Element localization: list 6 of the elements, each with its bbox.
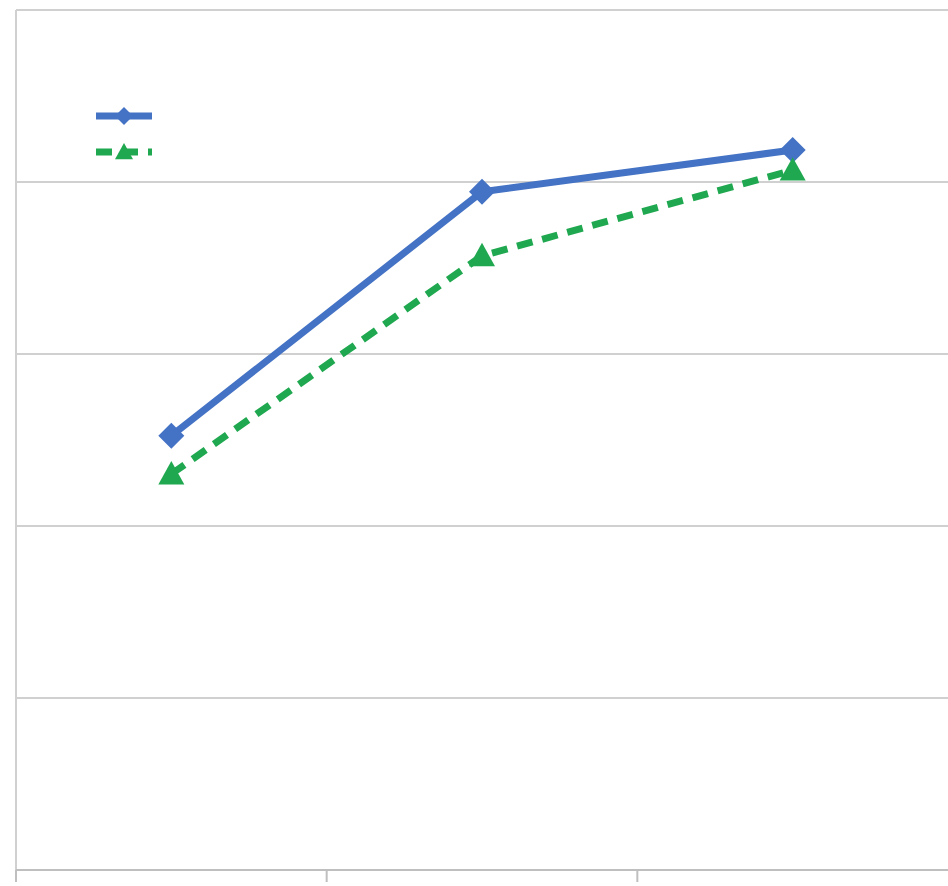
point — [469, 178, 495, 205]
point — [779, 137, 806, 163]
point — [158, 422, 185, 449]
point — [158, 461, 185, 485]
point — [779, 157, 806, 181]
point — [469, 242, 495, 267]
